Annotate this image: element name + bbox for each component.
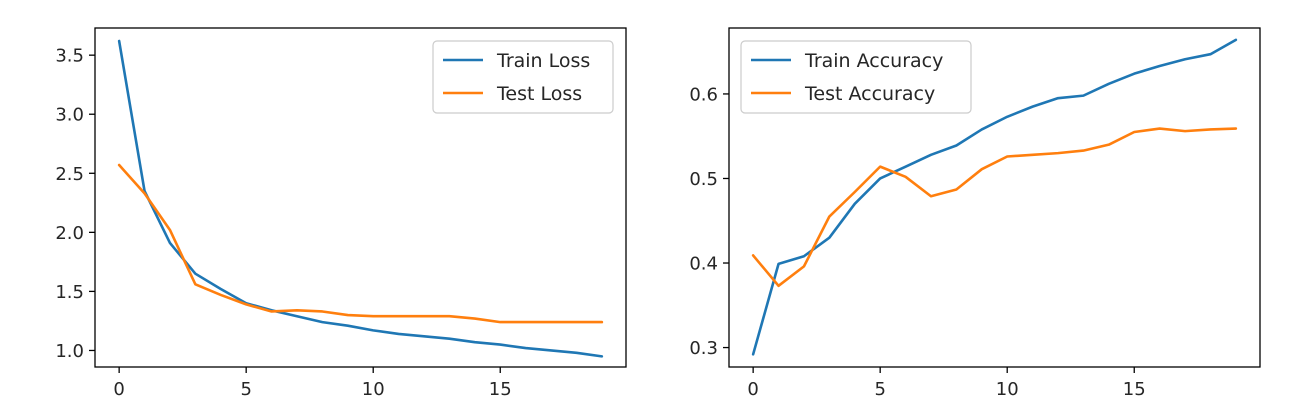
accuracy-series-train-accuracy [751,38,1238,356]
loss-legend: Train Loss Test Loss [432,40,614,114]
accuracy-legend: Train Accuracy Test Accuracy [740,40,972,114]
accuracy-x-tick-label: 5 [874,379,885,400]
loss-y-tick-label: 1.0 [55,341,84,362]
loss-x-tick-label: 15 [489,379,512,400]
accuracy-plot: 0 5 10 15 0.3 0.4 0.5 0.6 Train Accuracy Test Acc… [689,27,1261,400]
accuracy-y-tick-label: 0.6 [689,84,718,105]
loss-axes-frame [94,27,627,368]
accuracy-x-tick-label: 15 [1123,379,1146,400]
accuracy-legend-label: Train Accuracy [804,50,943,72]
accuracy-axes-frame [728,27,1261,368]
loss-y-tick-label: 3.5 [55,46,84,67]
loss-legend-label: Test Loss [496,83,582,105]
accuracy-legend-label: Test Accuracy [804,83,935,105]
accuracy-series-test-accuracy [751,127,1238,288]
accuracy-y-tick-label: 0.4 [689,254,718,275]
loss-y-tick-label: 2.5 [55,164,84,185]
accuracy-y-tick-label: 0.5 [689,169,718,190]
accuracy-legend-box [740,40,972,114]
loss-y-tick-label: 2.0 [55,223,84,244]
loss-x-tick-label: 10 [362,379,385,400]
loss-legend-label: Train Loss [496,50,590,72]
loss-x-tick-label: 0 [113,379,124,400]
accuracy-x-tick-label: 10 [996,379,1019,400]
loss-plot: 0 5 10 15 1.0 1.5 2.0 2.5 3.0 3.5 Train Loss Test L… [55,27,627,400]
loss-series-train-loss [117,39,604,358]
loss-x-tick-label: 5 [240,379,251,400]
loss-y-tick-label: 3.0 [55,105,84,126]
loss-series-test-loss [117,163,604,324]
accuracy-y-tick-label: 0.3 [689,338,718,359]
accuracy-x-tick-label: 0 [747,379,758,400]
loss-y-tick-label: 1.5 [55,282,84,303]
